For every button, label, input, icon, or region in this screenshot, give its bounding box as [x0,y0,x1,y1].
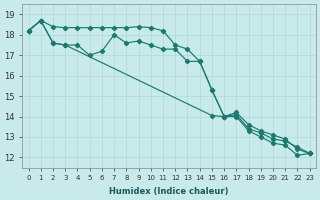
X-axis label: Humidex (Indice chaleur): Humidex (Indice chaleur) [109,187,229,196]
